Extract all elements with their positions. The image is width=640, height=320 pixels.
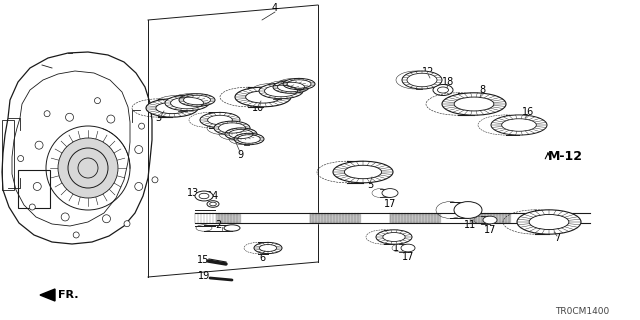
- Ellipse shape: [225, 128, 257, 140]
- Text: 1: 1: [393, 243, 399, 253]
- Ellipse shape: [235, 87, 291, 107]
- Text: 17: 17: [384, 199, 396, 209]
- Circle shape: [29, 204, 35, 210]
- Ellipse shape: [483, 216, 497, 224]
- Text: 17: 17: [402, 252, 414, 262]
- Ellipse shape: [333, 161, 393, 183]
- Ellipse shape: [483, 216, 497, 224]
- Ellipse shape: [283, 78, 315, 90]
- Text: 16: 16: [522, 107, 534, 117]
- Ellipse shape: [454, 202, 482, 218]
- Text: 10: 10: [252, 103, 264, 113]
- Text: M-12: M-12: [548, 149, 583, 163]
- Text: FR.: FR.: [58, 290, 79, 300]
- Circle shape: [124, 221, 130, 227]
- Text: 15: 15: [197, 255, 209, 265]
- Polygon shape: [40, 289, 55, 301]
- Ellipse shape: [200, 112, 240, 128]
- Ellipse shape: [146, 99, 198, 117]
- Ellipse shape: [454, 202, 482, 218]
- Text: 14: 14: [207, 191, 219, 201]
- Ellipse shape: [234, 133, 264, 145]
- Text: TR0CM1400: TR0CM1400: [555, 308, 609, 316]
- Ellipse shape: [179, 94, 215, 106]
- Circle shape: [152, 177, 158, 183]
- Ellipse shape: [165, 95, 209, 111]
- Text: 9: 9: [237, 150, 243, 160]
- Ellipse shape: [200, 112, 240, 128]
- Ellipse shape: [376, 230, 412, 244]
- Ellipse shape: [333, 161, 393, 183]
- Ellipse shape: [225, 128, 257, 140]
- Ellipse shape: [195, 191, 213, 201]
- Text: 8: 8: [479, 85, 485, 95]
- Text: 18: 18: [442, 77, 454, 87]
- Ellipse shape: [517, 210, 581, 234]
- Ellipse shape: [442, 93, 506, 115]
- Text: 19: 19: [198, 271, 210, 281]
- Ellipse shape: [273, 81, 309, 93]
- Ellipse shape: [235, 87, 291, 107]
- Ellipse shape: [401, 244, 415, 252]
- Bar: [18, 170, 50, 208]
- Ellipse shape: [382, 188, 398, 197]
- Ellipse shape: [433, 84, 453, 95]
- Ellipse shape: [179, 94, 215, 106]
- Ellipse shape: [259, 83, 303, 99]
- Ellipse shape: [214, 121, 250, 135]
- Text: 6: 6: [259, 253, 265, 263]
- Ellipse shape: [273, 81, 309, 93]
- Text: 4: 4: [272, 3, 278, 13]
- Circle shape: [18, 156, 24, 162]
- Ellipse shape: [283, 78, 315, 90]
- Circle shape: [44, 111, 50, 117]
- Ellipse shape: [224, 225, 240, 231]
- Ellipse shape: [517, 210, 581, 234]
- Ellipse shape: [259, 83, 303, 99]
- Ellipse shape: [234, 133, 264, 145]
- Ellipse shape: [254, 243, 282, 253]
- Text: 11: 11: [464, 220, 476, 230]
- Ellipse shape: [491, 115, 547, 135]
- Text: 17: 17: [484, 225, 496, 235]
- Ellipse shape: [207, 201, 219, 207]
- Text: 13: 13: [187, 188, 199, 198]
- Ellipse shape: [402, 71, 442, 89]
- Text: 7: 7: [554, 233, 560, 243]
- Circle shape: [73, 232, 79, 238]
- Ellipse shape: [224, 225, 240, 231]
- Ellipse shape: [146, 99, 198, 117]
- Ellipse shape: [382, 188, 398, 197]
- Ellipse shape: [165, 95, 209, 111]
- Ellipse shape: [491, 115, 547, 135]
- Circle shape: [95, 98, 100, 104]
- Text: 2: 2: [215, 220, 221, 230]
- Ellipse shape: [401, 244, 415, 252]
- Ellipse shape: [214, 121, 250, 135]
- Circle shape: [58, 138, 118, 198]
- Text: 3: 3: [155, 113, 161, 123]
- Ellipse shape: [402, 71, 442, 89]
- Text: 12: 12: [422, 67, 434, 77]
- Circle shape: [139, 123, 145, 129]
- Ellipse shape: [376, 230, 412, 244]
- Text: 5: 5: [367, 180, 373, 190]
- Ellipse shape: [442, 93, 506, 115]
- Ellipse shape: [254, 243, 282, 253]
